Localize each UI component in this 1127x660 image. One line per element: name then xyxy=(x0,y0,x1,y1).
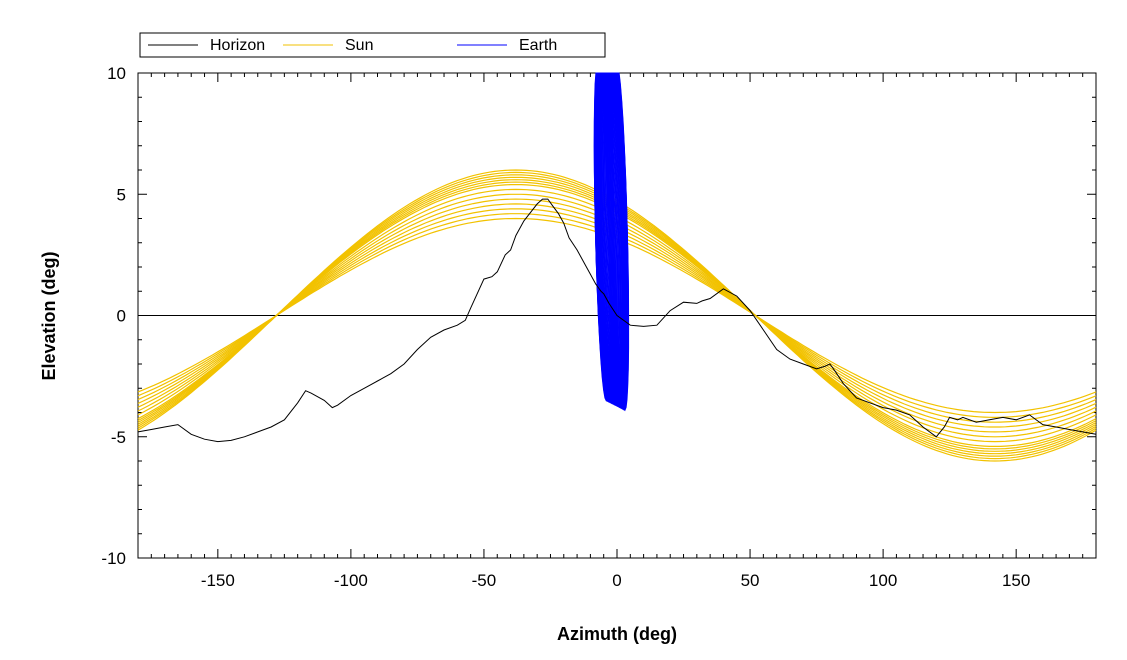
y-tick-label: 10 xyxy=(107,64,126,83)
x-tick-label: 50 xyxy=(741,571,760,590)
horizon-series xyxy=(137,198,1097,443)
x-tick-label: -150 xyxy=(201,571,235,590)
y-tick-label: -10 xyxy=(101,549,126,568)
y-tick-label: 0 xyxy=(117,307,126,326)
x-tick-label: 100 xyxy=(869,571,897,590)
x-tick-label: 0 xyxy=(612,571,621,590)
legend-label-horizon: Horizon xyxy=(210,37,265,54)
x-tick-label: 150 xyxy=(1002,571,1030,590)
y-tick-label: 5 xyxy=(117,185,126,204)
earth-series xyxy=(593,72,630,412)
horizon-trace xyxy=(137,198,1097,443)
x-tick-label: -100 xyxy=(334,571,368,590)
x-axis-label: Azimuth (deg) xyxy=(557,624,677,644)
legend: Horizon Sun Earth xyxy=(139,32,606,58)
legend-label-earth: Earth xyxy=(519,37,557,54)
x-tick-label: -50 xyxy=(472,571,497,590)
legend-box xyxy=(139,32,606,58)
y-tick-label: -5 xyxy=(111,428,126,447)
legend-label-sun: Sun xyxy=(345,37,373,54)
y-axis-label: Elevation (deg) xyxy=(39,251,59,380)
earth-loop xyxy=(612,72,630,412)
